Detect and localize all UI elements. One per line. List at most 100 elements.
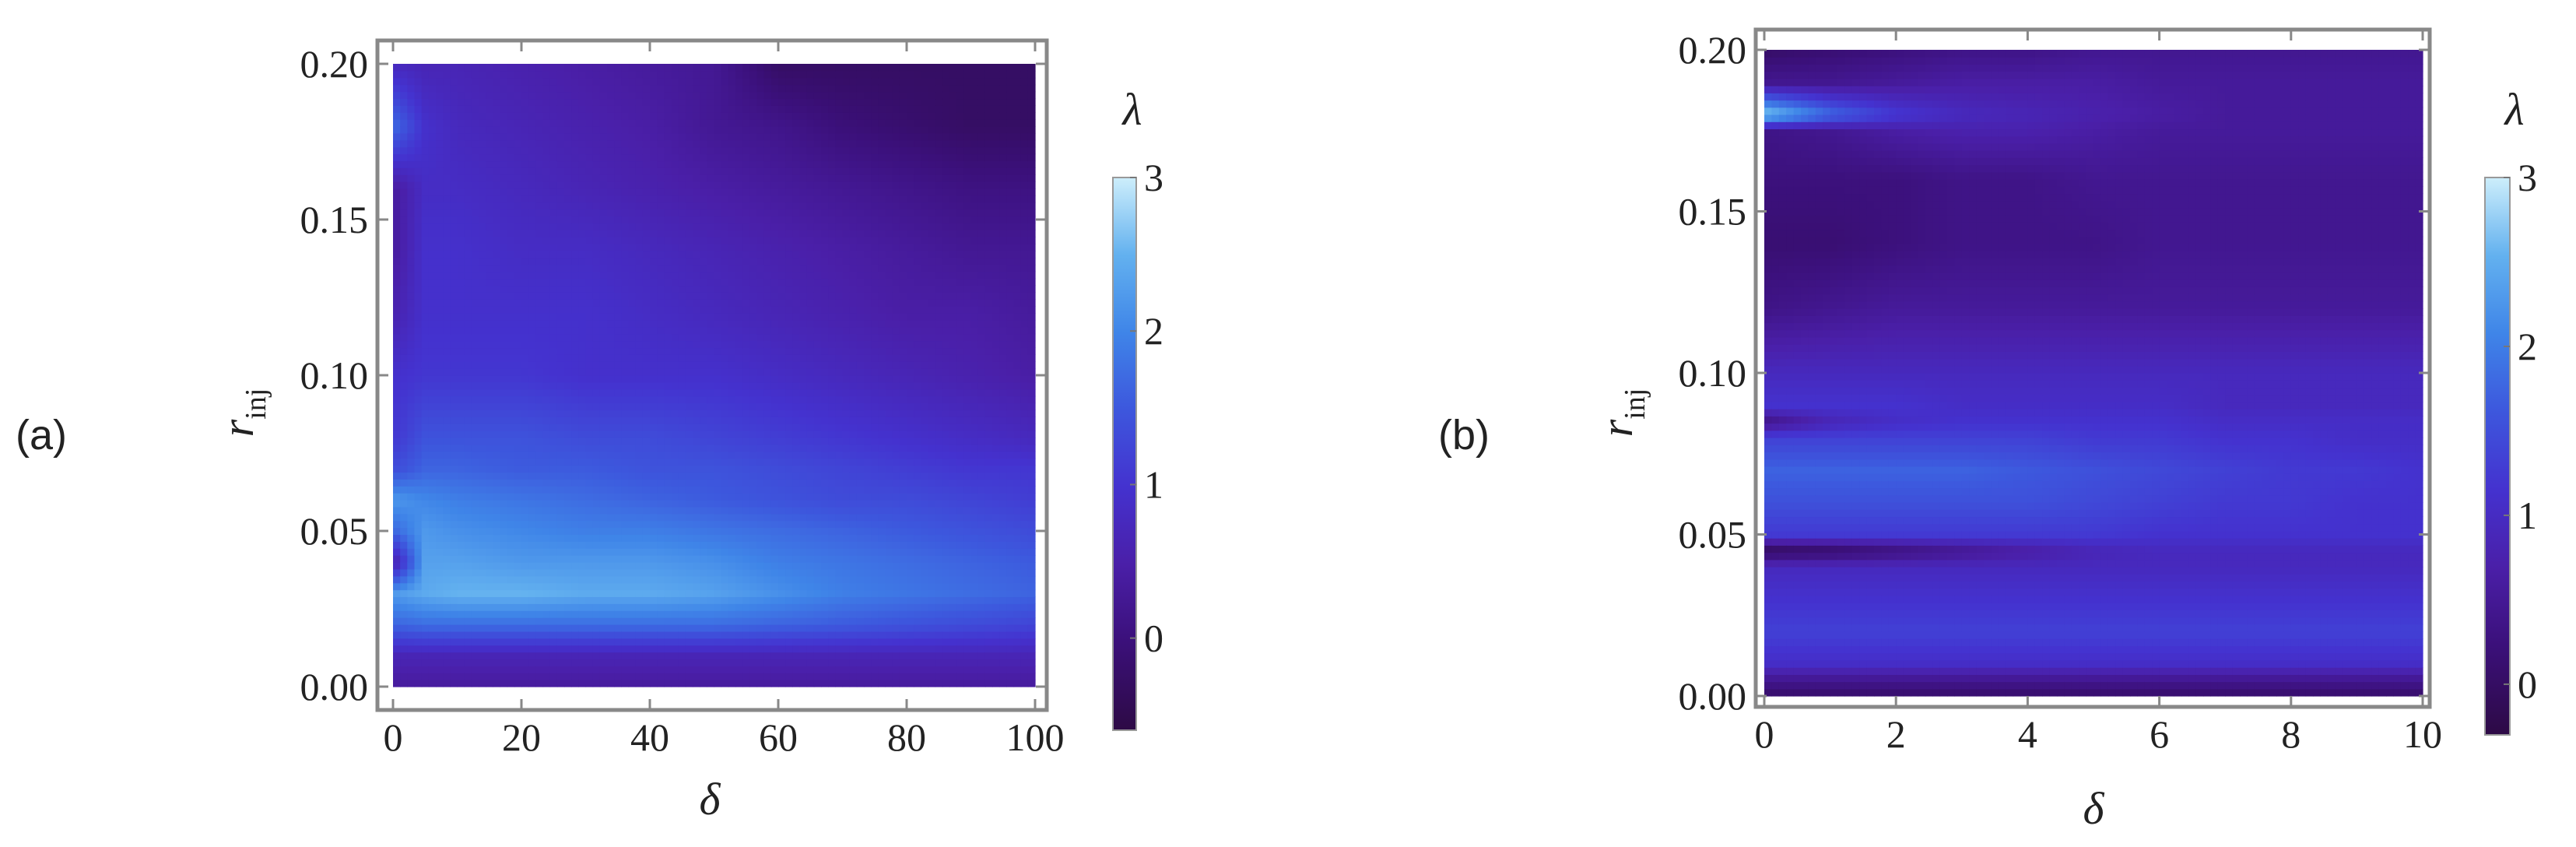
- heatmap-cell: [479, 438, 486, 445]
- heatmap-cell: [664, 230, 672, 237]
- heatmap-cell: [585, 451, 594, 459]
- heatmap-cell: [407, 292, 416, 300]
- heatmap-cell: [535, 548, 544, 556]
- heatmap-cell: [443, 64, 451, 72]
- heatmap-cell: [770, 409, 779, 417]
- heatmap-cell: [664, 244, 672, 251]
- heatmap-cell: [556, 340, 565, 349]
- heatmap-cell: [507, 375, 515, 383]
- heatmap-cell: [571, 119, 579, 127]
- heatmap-cell: [700, 645, 707, 653]
- heatmap-cell: [628, 98, 637, 106]
- heatmap-cell: [664, 589, 672, 598]
- heatmap-cell: [735, 216, 743, 224]
- heatmap-cell: [393, 444, 401, 452]
- heatmap-cell: [642, 582, 651, 591]
- heatmap-cell: [607, 146, 615, 155]
- heatmap-cell: [642, 230, 651, 237]
- heatmap-cell: [650, 416, 658, 424]
- heatmap-cell: [564, 216, 572, 224]
- heatmap-cell: [549, 388, 558, 397]
- heatmap-cell: [756, 271, 765, 279]
- heatmap-cell: [785, 652, 793, 660]
- heatmap-cell: [521, 139, 529, 148]
- heatmap-cell: [707, 568, 715, 577]
- heatmap-cell: [607, 472, 615, 480]
- heatmap-cell: [507, 666, 515, 673]
- heatmap-cell: [464, 645, 472, 653]
- heatmap-cell: [642, 216, 651, 224]
- heatmap-cell: [535, 354, 544, 362]
- heatmap-cell: [628, 223, 637, 230]
- heatmap-cell: [400, 167, 408, 175]
- heatmap-cell: [393, 257, 401, 265]
- heatmap-cell: [407, 513, 416, 522]
- heatmap-cell: [721, 589, 729, 598]
- heatmap-cell: [521, 451, 529, 459]
- heatmap-cell: [614, 244, 622, 251]
- heatmap-cell: [464, 244, 472, 251]
- heatmap-cell: [714, 119, 722, 127]
- heatmap-cell: [756, 381, 765, 390]
- heatmap-cell: [450, 500, 458, 508]
- heatmap-cell: [450, 139, 458, 148]
- heatmap-cell: [486, 506, 493, 515]
- heatmap-cell: [428, 673, 437, 680]
- heatmap-cell: [578, 534, 587, 542]
- heatmap-cell: [521, 251, 529, 258]
- heatmap-cell: [693, 84, 700, 93]
- heatmap-cell: [721, 333, 729, 342]
- heatmap-cell: [735, 292, 743, 300]
- heatmap-cell: [479, 188, 486, 196]
- heatmap-cell: [763, 659, 772, 666]
- heatmap-cell: [735, 631, 743, 639]
- heatmap-cell: [592, 91, 601, 100]
- heatmap-cell: [479, 244, 486, 251]
- heatmap-cell: [414, 188, 423, 196]
- heatmap-cell: [486, 659, 493, 666]
- heatmap-cell: [693, 313, 700, 321]
- heatmap-cell: [685, 230, 693, 237]
- heatmap-cell: [486, 458, 493, 466]
- heatmap-cell: [564, 223, 572, 230]
- heatmap-cell: [763, 438, 772, 445]
- heatmap-cell: [535, 285, 544, 293]
- heatmap-cell: [571, 313, 579, 321]
- heatmap-cell: [685, 541, 693, 549]
- heatmap-cell: [521, 589, 529, 598]
- heatmap-cell: [657, 326, 665, 335]
- heatmap-cell: [585, 91, 594, 100]
- heatmap-cell: [556, 271, 565, 279]
- heatmap-cell: [428, 652, 437, 660]
- heatmap-cell: [514, 645, 522, 653]
- heatmap-cell: [585, 479, 594, 487]
- heatmap-cell: [535, 278, 544, 286]
- heatmap-cell: [664, 388, 672, 397]
- heatmap-cell: [657, 534, 665, 542]
- heatmap-cell: [443, 589, 451, 598]
- heatmap-cell: [578, 91, 587, 100]
- heatmap-cell: [571, 388, 579, 397]
- heatmap-cell: [493, 513, 501, 522]
- heatmap-cell: [521, 340, 529, 349]
- heatmap-cell: [778, 493, 786, 501]
- heatmap-cell: [735, 479, 743, 487]
- heatmap-cell: [742, 230, 750, 237]
- heatmap-cell: [650, 292, 658, 300]
- heatmap-cell: [421, 195, 430, 203]
- heatmap-cell: [393, 610, 401, 618]
- heatmap-cell: [657, 603, 665, 611]
- heatmap-cell: [728, 596, 736, 604]
- heatmap-cell: [443, 472, 451, 480]
- heatmap-cell: [607, 70, 615, 79]
- heatmap-cell: [486, 209, 493, 217]
- heatmap-cell: [500, 333, 508, 342]
- heatmap-cell: [585, 486, 594, 494]
- heatmap-cell: [493, 424, 501, 431]
- heatmap-cell: [549, 451, 558, 459]
- heatmap-cell: [599, 285, 608, 293]
- heatmap-cell: [650, 167, 658, 175]
- heatmap-cell: [621, 333, 630, 342]
- heatmap-cell: [714, 167, 722, 175]
- heatmap-cell: [507, 188, 515, 196]
